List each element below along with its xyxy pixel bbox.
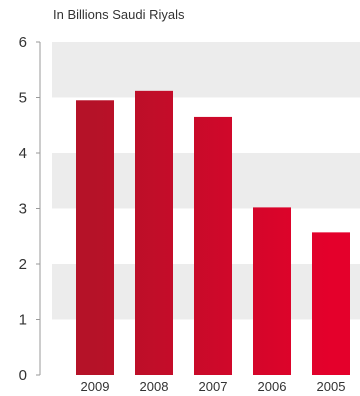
y-axis: 0 1 2 3 4 5 6	[19, 34, 40, 384]
x-axis: 2009 2008 2007 2006 2005	[81, 379, 346, 394]
y-tick-label-1: 1	[19, 312, 27, 329]
x-tick-label-2006: 2006	[258, 379, 287, 394]
bars-group	[76, 90, 350, 376]
bar-2005	[312, 232, 350, 375]
y-tick-label-5: 5	[19, 90, 27, 107]
y-tick-label-6: 6	[19, 34, 27, 51]
y-tick-label-3: 3	[19, 201, 27, 218]
x-tick-label-2005: 2005	[317, 379, 346, 394]
bar-2007	[194, 116, 232, 376]
bar-2006	[253, 207, 291, 375]
grid-band	[52, 42, 360, 98]
x-tick-label-2009: 2009	[81, 379, 110, 394]
x-tick-label-2007: 2007	[199, 379, 228, 394]
unit-label: In Billions Saudi Riyals	[53, 7, 185, 22]
y-tick-label-2: 2	[19, 256, 27, 273]
y-tick-label-0: 0	[19, 367, 27, 384]
bar-2008	[135, 90, 173, 375]
bar-2009	[76, 100, 114, 376]
y-tick-label-4: 4	[19, 145, 27, 162]
x-tick-label-2008: 2008	[140, 379, 169, 394]
